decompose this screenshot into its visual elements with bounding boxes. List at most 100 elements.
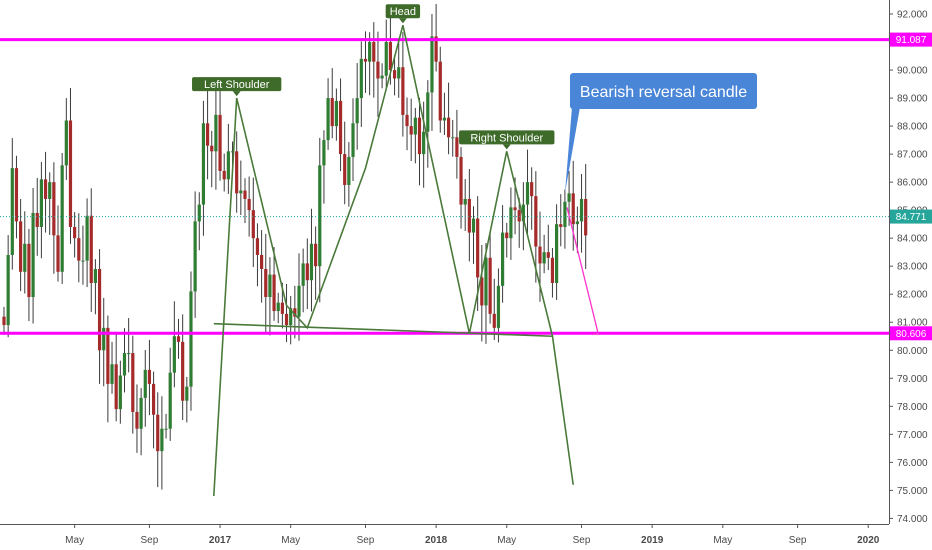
head-shoulders-zigzag (213, 24, 574, 497)
candle-body (417, 117, 422, 155)
x-tick-label: Sep (357, 535, 375, 546)
candle-body (276, 302, 280, 312)
candle-body (272, 274, 276, 312)
candle-body (139, 397, 143, 429)
candle-body (430, 36, 434, 93)
candle-body (73, 226, 77, 239)
level-price-bg (890, 32, 932, 47)
candle-body (392, 70, 397, 79)
candle-body (2, 316, 6, 326)
neckline (213, 322, 553, 338)
callout: Bearish reversal candle (564, 73, 757, 194)
candle-body (372, 42, 376, 62)
y-tick-label: 74.000 (897, 514, 928, 525)
candle-body (546, 252, 550, 258)
candle-body (127, 353, 131, 355)
candle-body (534, 196, 538, 247)
y-tick-label: 79.000 (897, 374, 928, 385)
candle-body (93, 269, 98, 284)
candle-body (122, 353, 127, 376)
candle-body (476, 218, 480, 278)
candle-body (505, 232, 509, 239)
candle-body (260, 254, 264, 270)
candle-body (401, 67, 405, 115)
candle-body (334, 100, 338, 127)
candle-body (235, 151, 239, 194)
candle-body (255, 238, 260, 255)
annotation-label-2: Right Shoulder (459, 130, 555, 150)
candle-body (484, 257, 488, 306)
candle-body (226, 151, 230, 180)
candle-body (243, 190, 247, 199)
candle-body (176, 336, 181, 342)
x-tick-label: 2020 (857, 535, 880, 546)
candle-body (584, 198, 588, 236)
candle-body (189, 291, 193, 387)
candle-body (284, 313, 289, 326)
candle-body (43, 179, 48, 199)
y-tick-label: 84.000 (897, 234, 928, 245)
candle-body (459, 156, 463, 205)
candle-body (68, 120, 73, 227)
candle-body (201, 123, 206, 205)
candle-body (131, 353, 135, 412)
candle-body (48, 182, 52, 199)
x-tick-label: Sep (141, 535, 159, 546)
candle-body (513, 207, 517, 211)
candle-body (301, 263, 305, 286)
candle-body (185, 386, 189, 401)
candle-body (168, 372, 172, 429)
candle-body (6, 254, 10, 326)
candle-body (380, 75, 384, 79)
candle-body (81, 260, 85, 262)
candle-body (102, 327, 106, 351)
candle-body (77, 238, 81, 261)
candle-body (538, 246, 542, 264)
candle-body (467, 198, 471, 233)
projection-arrowhead (592, 332, 599, 336)
candle-body (85, 215, 89, 261)
candle-body (500, 232, 505, 286)
annotation-pointer (502, 144, 511, 150)
candle-body (268, 274, 272, 298)
x-tick-label: 2018 (425, 535, 448, 546)
y-axis: 74.000 75.000 76.000 77.000 78.000 79.000 80.0… (889, 10, 928, 525)
candle-body (338, 100, 343, 155)
candle-body (214, 114, 218, 152)
level-price-label-1: 80.606 (890, 326, 932, 341)
callout-bg (570, 73, 757, 109)
candle-body (480, 277, 484, 306)
candle-body (97, 269, 102, 351)
candle-body (426, 92, 430, 132)
candle-body (31, 212, 35, 298)
x-tick-label: Sep (573, 535, 591, 546)
x-tick-label: May (713, 535, 732, 546)
x-tick-label: 2017 (209, 535, 232, 546)
candle-body (405, 114, 409, 127)
candle-body (222, 170, 226, 180)
y-tick-label: 89.000 (897, 94, 928, 105)
candle-body (39, 179, 43, 227)
candle-body (559, 224, 563, 227)
candle-body (509, 207, 513, 239)
level-price-text: 80.606 (896, 329, 927, 340)
candle-body (446, 117, 451, 138)
candle-body (60, 165, 64, 272)
level-price-label-2: 84.771 (890, 209, 932, 224)
candle-body (521, 204, 525, 222)
candle-body (151, 383, 156, 415)
x-tick-label: May (497, 535, 516, 546)
callout-pointer (564, 107, 580, 194)
candle-body (397, 67, 401, 79)
y-tick-label: 90.000 (897, 66, 928, 77)
candle-body (517, 210, 521, 222)
level-price-text: 91.087 (896, 35, 927, 46)
candle-body (205, 123, 210, 146)
candle-body (305, 263, 309, 281)
candle-body (579, 198, 584, 222)
annotation-label-1: Head (385, 4, 421, 24)
candle-body (210, 145, 214, 152)
projection-arrow (566, 207, 599, 334)
candle-body (330, 98, 334, 127)
